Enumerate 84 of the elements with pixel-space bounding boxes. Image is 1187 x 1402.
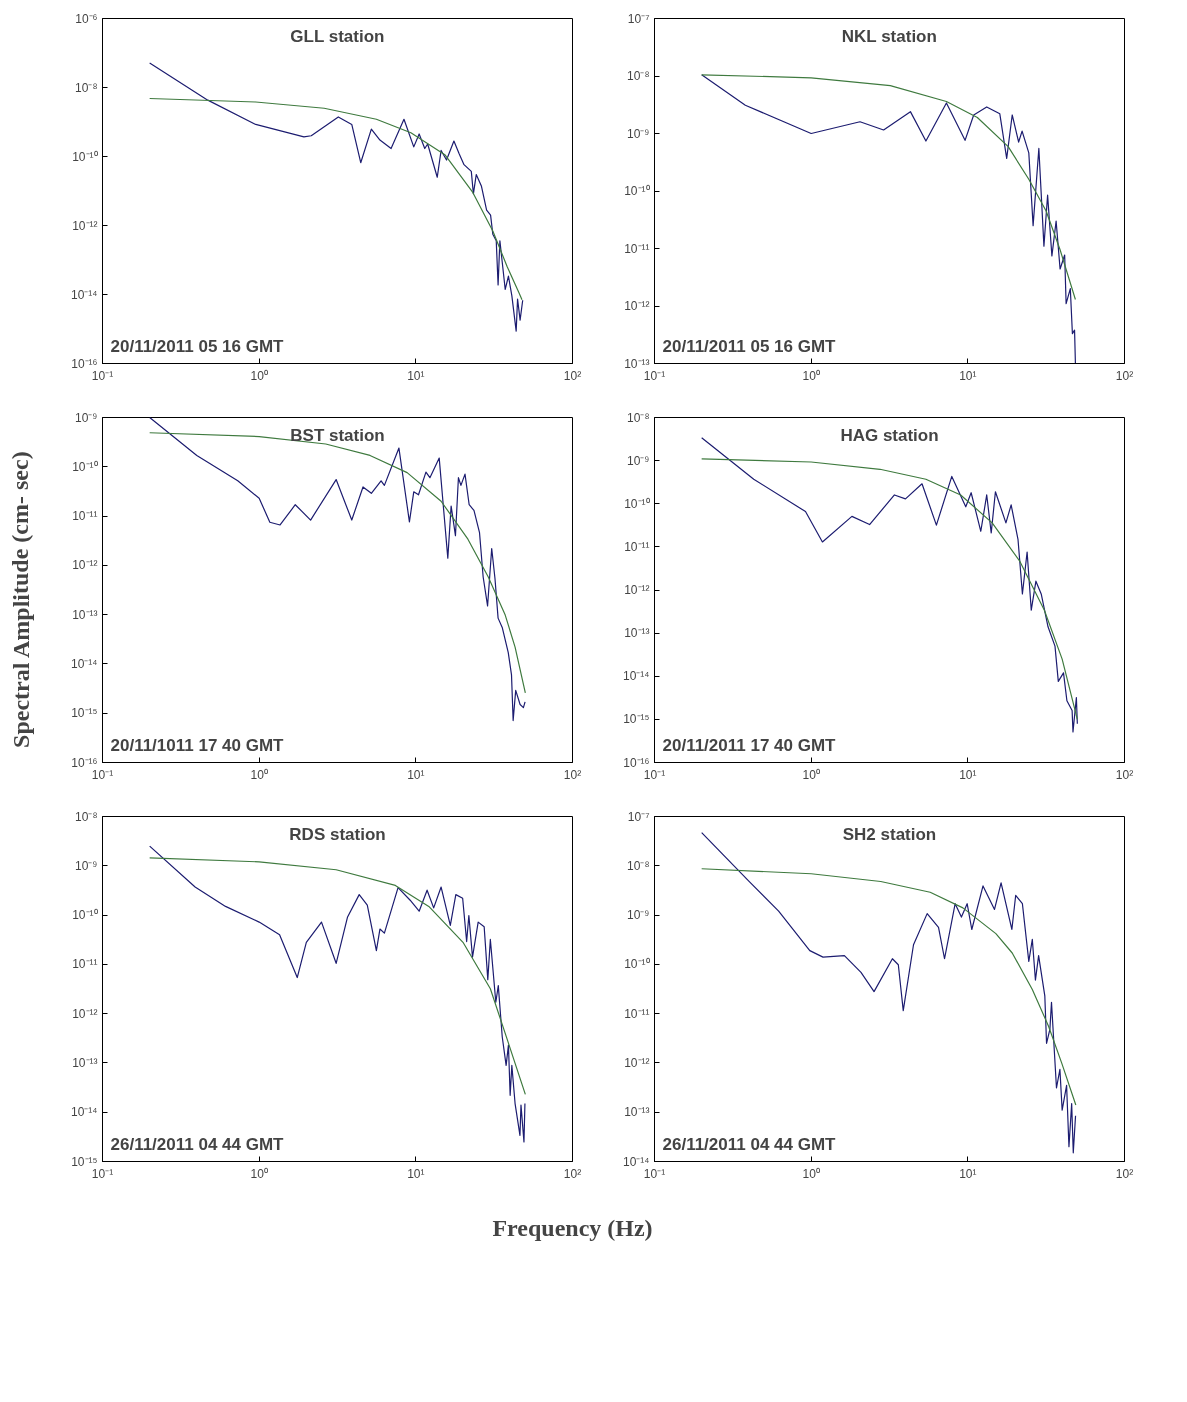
y-tick-label: 10⁻¹¹ [72,957,98,972]
text: NKL station [841,26,937,46]
x-tick-label: 10¹ [407,368,425,383]
annotation: 20/11/2011 17 40 GMT [662,735,837,755]
x-tick-label: 10⁻¹ [643,767,666,782]
y-tick-label: 10⁻¹¹ [624,539,650,554]
y-tick-label: 10⁻¹⁴ [71,1105,98,1120]
y-tick-label: 10⁻¹¹ [624,241,650,256]
x-tick-label: 10⁻¹ [643,368,666,383]
x-tick-label: 10² [563,767,582,782]
y-tick-label: 10⁻¹⁴ [623,669,650,684]
x-tick-label: 10⁰ [250,368,268,383]
y-tick-label: 10⁻¹¹ [72,509,98,524]
x-tick-label: 10¹ [407,767,425,782]
x-tick-label: 10⁰ [250,1166,268,1181]
annotation: 20/11/2011 05 16 GMT [110,336,285,356]
x-tick-label: 10² [563,368,582,383]
x-tick-label: 10² [1115,767,1134,782]
y-tick-label: 10⁻¹³ [72,1055,98,1070]
x-tick-label: 10⁰ [802,368,820,383]
y-tick-label: 10⁻⁹ [75,410,98,425]
y-tick-label: 10⁻¹⁴ [71,287,98,302]
y-tick-label: 10⁻⁹ [627,453,650,468]
x-tick-label: 10¹ [407,1166,425,1181]
y-tick-label: 10⁻¹⁶ [71,755,98,770]
y-tick-label: 10⁻¹³ [624,356,650,371]
text: GLL station [290,26,385,46]
x-tick-label: 10⁻¹ [91,368,114,383]
y-tick-label: 10⁻¹² [624,1055,650,1070]
y-tick-label: 10⁻¹⁰ [72,149,98,164]
x-tick-label: 10⁰ [802,767,820,782]
y-tick-label: 10⁻¹⁶ [623,755,650,770]
y-tick-label: 10⁻⁶ [75,11,98,26]
text: HAG station [840,425,939,445]
annotation: 20/11/1011 17 40 GMT [110,735,285,755]
y-tick-label: 10⁻⁷ [627,11,650,26]
x-tick-label: 10⁻¹ [643,1166,666,1181]
y-axis-title: Spectral Amplitude (cm- sec) [7,451,34,748]
annotation: 26/11/2011 04 44 GMT [662,1134,837,1154]
y-tick-label: 10⁻¹⁵ [71,706,98,721]
x-tick-label: 10² [1115,368,1134,383]
y-tick-label: 10⁻¹⁴ [623,1154,650,1169]
y-tick-label: 10⁻¹⁰ [624,496,650,511]
y-tick-label: 10⁻¹⁰ [624,184,650,198]
y-tick-label: 10⁻⁸ [627,69,650,83]
y-tick-label: 10⁻¹² [72,218,98,233]
y-tick-label: 10⁻⁹ [75,858,98,873]
y-tick-label: 10⁻⁷ [627,809,650,824]
y-tick-label: 10⁻¹⁶ [71,356,98,371]
x-tick-label: 10⁻¹ [91,1166,114,1181]
y-tick-label: 10⁻⁸ [75,80,98,95]
y-tick-label: 10⁻¹² [72,1006,98,1021]
annotation: 26/11/2011 04 44 GMT [110,1134,285,1154]
x-tick-label: 10⁰ [250,767,268,782]
x-tick-label: 10² [563,1166,582,1181]
x-tick-label: 10¹ [959,767,977,782]
text: SH2 station [842,824,937,844]
y-tick-label: 10⁻¹¹ [624,1006,650,1021]
y-tick-label: 10⁻¹³ [624,1105,650,1120]
y-tick-label: 10⁻¹⁰ [72,908,98,923]
x-tick-label: 10⁰ [802,1166,820,1181]
y-tick-label: 10⁻¹⁰ [72,459,98,474]
y-tick-label: 10⁻¹² [72,558,98,573]
x-tick-label: 10² [1115,1166,1134,1181]
x-tick-label: 10¹ [959,1166,977,1181]
y-tick-label: 10⁻¹³ [624,626,650,641]
x-tick-label: 10¹ [959,368,977,383]
y-tick-label: 10⁻⁸ [75,809,98,824]
x-tick-label: 10⁻¹ [91,767,114,782]
y-tick-label: 10⁻¹² [624,583,650,597]
x-axis-title: Frequency (Hz) [492,1214,653,1241]
y-tick-label: 10⁻¹⁴ [71,656,98,671]
y-tick-label: 10⁻¹⁵ [623,712,650,727]
y-tick-label: 10⁻¹⁵ [71,1154,98,1169]
text: BST station [290,425,385,445]
y-tick-label: 10⁻¹³ [72,607,98,622]
y-tick-label: 10⁻¹⁰ [624,957,650,972]
y-tick-label: 10⁻⁸ [627,858,650,873]
annotation: 20/11/2011 05 16 GMT [662,336,837,356]
y-tick-label: 10⁻¹² [624,299,650,313]
y-tick-label: 10⁻⁹ [627,126,650,141]
text: RDS station [289,824,386,844]
y-tick-label: 10⁻⁹ [627,908,650,923]
y-tick-label: 10⁻⁸ [627,410,650,425]
